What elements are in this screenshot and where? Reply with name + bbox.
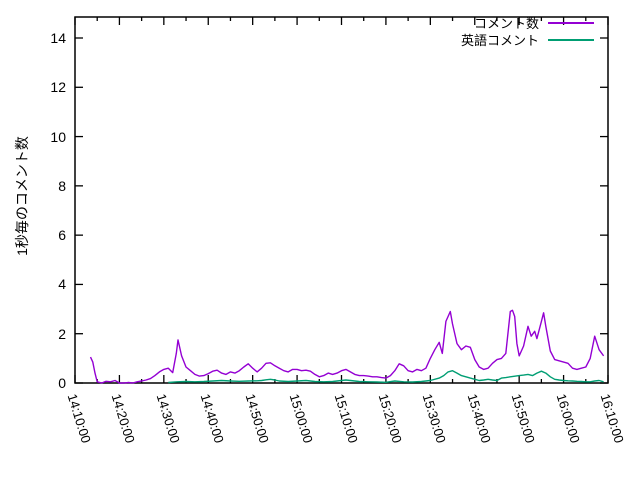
legend-line-sample-english-comment xyxy=(548,38,594,41)
y-axis-title: 1秒毎のコメント数 xyxy=(14,136,30,256)
y-tick-label: 2 xyxy=(58,325,66,342)
y-tick-label: 6 xyxy=(58,227,66,244)
series-lines xyxy=(89,309,605,384)
y-tick-label: 8 xyxy=(58,177,66,194)
y-tick-label: 12 xyxy=(50,79,66,96)
y-tick-label: 4 xyxy=(58,276,66,293)
y-tick-label: 0 xyxy=(58,375,66,391)
series-line-comment-count xyxy=(89,309,605,384)
series-line-english-comment xyxy=(168,370,604,384)
legend-item-comment-count: コメント数 xyxy=(461,15,594,31)
legend-line-sample-comment-count xyxy=(548,21,594,24)
legend: コメント数 英語コメント xyxy=(460,15,594,48)
legend-label-english-comment: 英語コメント xyxy=(460,33,539,48)
legend-label-comment-count: コメント数 xyxy=(473,16,539,31)
y-tick-label: 10 xyxy=(50,128,66,145)
legend-item-english-comment: 英語コメント xyxy=(460,32,594,48)
y-tick-label: 14 xyxy=(50,30,66,46)
